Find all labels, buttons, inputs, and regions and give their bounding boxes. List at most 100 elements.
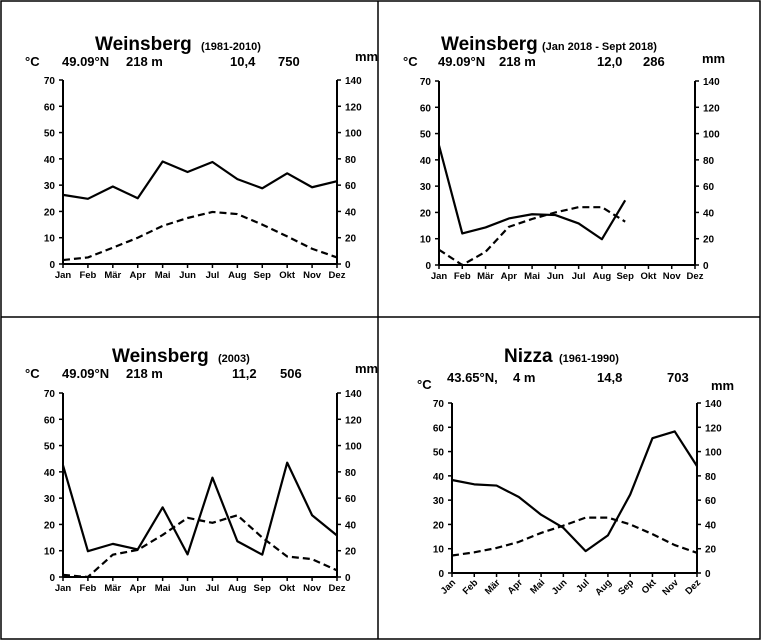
month-label: Sep bbox=[616, 271, 634, 282]
right-tick-label: 20 bbox=[703, 235, 715, 246]
chart-title: Weinsberg bbox=[112, 346, 209, 367]
month-label: Mär bbox=[104, 583, 121, 594]
month-label: Nov bbox=[663, 271, 682, 282]
precipitation-line bbox=[437, 145, 627, 241]
latitude: 49.09°N bbox=[62, 54, 109, 69]
month-label: Jun bbox=[550, 577, 570, 597]
right-tick-label: 20 bbox=[705, 545, 717, 556]
month-label: Jun bbox=[547, 271, 564, 282]
left-tick-label: 0 bbox=[425, 261, 431, 272]
right-axis-unit: mm bbox=[711, 378, 734, 393]
climate-diagram-2: Weinsberg (Jan 2018 - Sept 2018) °C 49.09°N… bbox=[403, 34, 725, 282]
temperature-line bbox=[438, 206, 626, 267]
right-tick-label: 40 bbox=[703, 208, 715, 219]
left-axis-unit: °C bbox=[403, 54, 418, 69]
altitude: 218 m bbox=[126, 54, 163, 69]
month-label: Okt bbox=[641, 271, 658, 282]
right-tick-label: 120 bbox=[345, 415, 362, 426]
month-label: Sep bbox=[616, 577, 636, 597]
mean-temperature: 11,2 bbox=[232, 366, 257, 381]
month-label: Dez bbox=[329, 270, 346, 281]
left-tick-label: 60 bbox=[433, 423, 445, 434]
right-tick-label: 60 bbox=[705, 496, 717, 507]
climate-diagram-1: Weinsberg (1981-2010) °C 49.09°N 218 m 10,4 75… bbox=[25, 34, 378, 281]
month-label: Aug bbox=[593, 271, 612, 282]
right-tick-label: 80 bbox=[345, 155, 357, 166]
precipitation-line bbox=[62, 160, 338, 200]
right-tick-label: 120 bbox=[345, 102, 362, 113]
left-tick-label: 50 bbox=[44, 442, 56, 453]
month-label: Apr bbox=[501, 271, 518, 282]
month-label: Sep bbox=[254, 583, 272, 594]
month-label: Jul bbox=[572, 271, 586, 282]
left-tick-label: 60 bbox=[44, 415, 56, 426]
temperature-line bbox=[451, 516, 698, 557]
right-tick-label: 100 bbox=[345, 442, 362, 453]
left-tick-label: 30 bbox=[433, 496, 445, 507]
month-label: Okt bbox=[640, 577, 660, 597]
left-tick-label: 70 bbox=[44, 76, 56, 87]
month-label: Mai bbox=[528, 577, 547, 596]
chart-period: (1961-1990) bbox=[559, 353, 619, 365]
left-tick-label: 50 bbox=[433, 448, 445, 459]
left-tick-label: 0 bbox=[49, 573, 55, 584]
latitude: 43.65°N, bbox=[447, 370, 498, 385]
month-label: Mär bbox=[483, 577, 503, 597]
month-label: Sep bbox=[254, 270, 272, 281]
month-label: Mai bbox=[524, 271, 540, 282]
right-tick-label: 60 bbox=[345, 181, 357, 192]
right-tick-label: 140 bbox=[345, 76, 362, 87]
month-label: Jul bbox=[206, 270, 220, 281]
left-tick-label: 20 bbox=[433, 520, 445, 531]
month-label: Mai bbox=[155, 583, 171, 594]
left-tick-label: 30 bbox=[420, 182, 432, 193]
right-tick-label: 0 bbox=[703, 261, 709, 272]
temperature-line bbox=[62, 210, 338, 262]
month-label: Nov bbox=[303, 270, 322, 281]
altitude: 218 m bbox=[499, 54, 536, 69]
temperature-line bbox=[62, 514, 338, 579]
left-tick-label: 70 bbox=[433, 399, 445, 410]
right-tick-label: 80 bbox=[705, 472, 717, 483]
chart-period: (2003) bbox=[218, 353, 250, 365]
month-label: Apr bbox=[130, 583, 147, 594]
month-label: Nov bbox=[660, 577, 681, 598]
left-tick-label: 70 bbox=[44, 389, 56, 400]
left-tick-label: 60 bbox=[420, 103, 432, 114]
month-label: Feb bbox=[454, 271, 471, 282]
left-tick-label: 40 bbox=[44, 468, 56, 479]
month-label: Aug bbox=[593, 577, 614, 598]
right-tick-label: 100 bbox=[703, 130, 720, 141]
right-tick-label: 20 bbox=[345, 547, 357, 558]
month-label: Jul bbox=[574, 577, 591, 594]
left-tick-label: 20 bbox=[44, 207, 56, 218]
left-tick-label: 10 bbox=[433, 545, 445, 556]
month-label: Dez bbox=[687, 271, 704, 282]
month-label: Jul bbox=[206, 583, 220, 594]
month-label: Dez bbox=[329, 583, 346, 594]
annual-precipitation: 703 bbox=[667, 370, 689, 385]
latitude: 49.09°N bbox=[62, 366, 109, 381]
month-label: Feb bbox=[79, 270, 96, 281]
left-tick-label: 60 bbox=[44, 102, 56, 113]
month-label: Jan bbox=[55, 270, 72, 281]
month-label: Jun bbox=[179, 270, 196, 281]
right-tick-label: 120 bbox=[703, 103, 720, 114]
right-tick-label: 100 bbox=[705, 448, 722, 459]
left-tick-label: 40 bbox=[420, 156, 432, 167]
right-tick-label: 40 bbox=[705, 520, 717, 531]
altitude: 4 m bbox=[513, 370, 535, 385]
month-label: Mär bbox=[477, 271, 494, 282]
right-tick-label: 20 bbox=[345, 234, 357, 245]
annual-precipitation: 286 bbox=[643, 54, 665, 69]
right-tick-label: 40 bbox=[345, 520, 357, 531]
month-label: Dez bbox=[683, 577, 703, 597]
month-label: Mär bbox=[104, 270, 121, 281]
month-label: Feb bbox=[79, 583, 96, 594]
month-label: Apr bbox=[130, 270, 147, 281]
left-tick-label: 50 bbox=[44, 129, 56, 140]
right-tick-label: 0 bbox=[705, 569, 711, 580]
month-label: Okt bbox=[279, 270, 296, 281]
left-tick-label: 70 bbox=[420, 77, 432, 88]
